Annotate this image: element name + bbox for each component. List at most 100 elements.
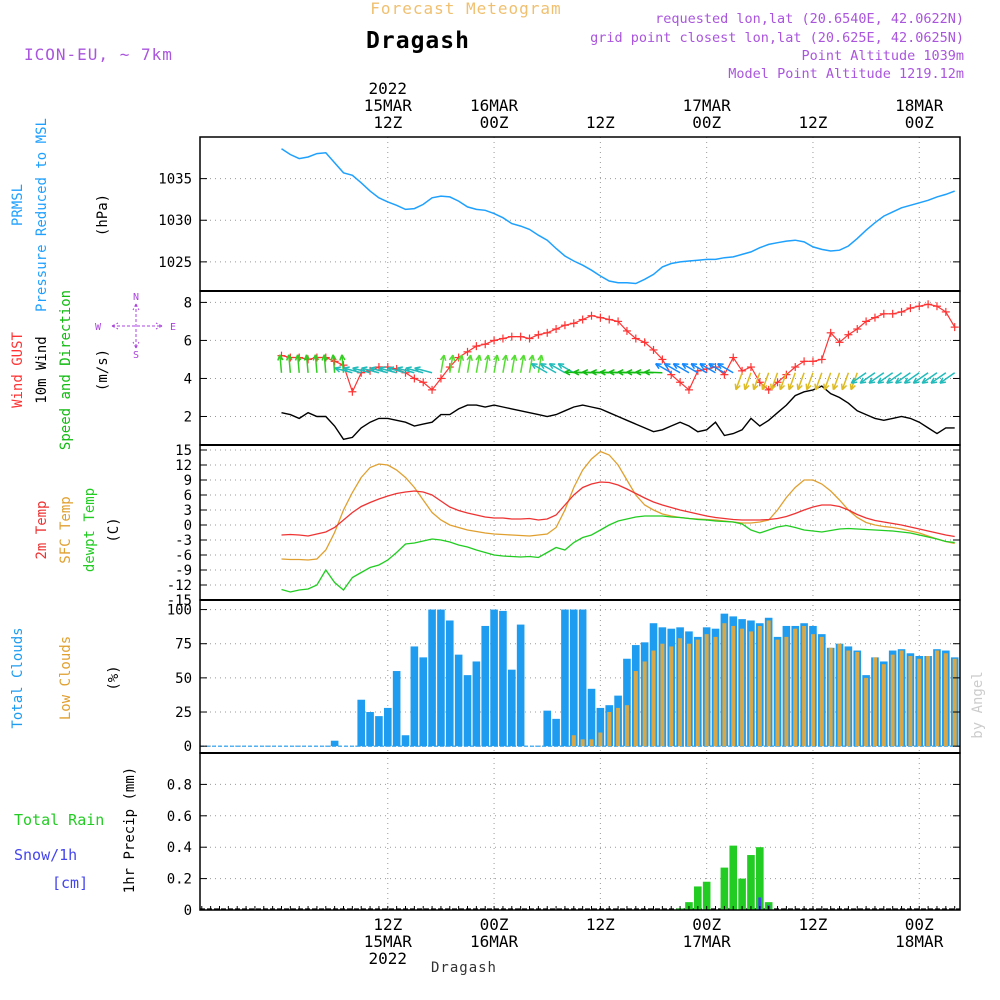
wind-direction-arrowhead [886, 377, 893, 384]
wind-direction-arrowhead [528, 354, 535, 362]
total-cloud-bar [366, 712, 374, 747]
wind-direction-arrow [449, 354, 454, 373]
wind-direction-arrowhead [312, 354, 320, 361]
wind-direction-arrow [655, 363, 672, 374]
wind-direction-arrow [850, 372, 867, 384]
pressure-line [281, 148, 955, 285]
total-cloud-bar [330, 740, 339, 747]
bottom-time-label: 18MAR [895, 932, 944, 951]
wind-direction-arrow [797, 372, 805, 390]
low-cloud-bar [837, 643, 842, 747]
top-time-label: 12Z [799, 113, 828, 132]
total-cloud-bar [472, 661, 481, 747]
top-time-label: 00Z [692, 113, 721, 132]
y-tick-label: 25 [175, 705, 192, 721]
y-tick-label: 0 [184, 739, 192, 755]
total-cloud-bar [578, 609, 587, 747]
pressure-unit: (hPa) [95, 194, 111, 236]
wind-direction-arrow [904, 372, 920, 384]
wind-direction-arrowhead [475, 354, 482, 362]
compass-n: N [133, 292, 139, 303]
precip-axis-label: 1hr Precip (mm) [122, 767, 138, 893]
low-cloud-bar [571, 735, 576, 747]
wind-direction-arrowhead [439, 354, 447, 362]
wind-direction-arrow [744, 372, 752, 390]
low-cloud-bar [926, 656, 931, 747]
rain-bar [702, 881, 711, 910]
top-time-label: 12Z [586, 113, 615, 132]
wind-direction-arrow [770, 372, 779, 390]
y-tick-label: 3 [184, 503, 192, 519]
wind-direction-arrow [930, 372, 947, 384]
total-cloud-bar [499, 610, 507, 747]
wind-direction-arrowhead [770, 383, 777, 391]
location-title: Dragash [366, 28, 470, 54]
wind-direction-arrow [939, 372, 956, 384]
wind-direction-arrow [752, 372, 761, 390]
wind-unit: (m/s) [95, 349, 111, 391]
y-tick-label: 0 [184, 903, 192, 919]
wind-direction-arrow [921, 372, 938, 384]
wind-direction-arrowhead [369, 366, 377, 373]
wind-direction-arrow [323, 354, 327, 373]
low-cloud-bar [757, 625, 762, 747]
total-cloud-bar [596, 707, 605, 747]
total-cloud-bar [543, 710, 552, 747]
wind-direction-arrowhead [539, 363, 547, 370]
wind-direction-arrow [877, 372, 894, 384]
low-cloud-bar [642, 661, 647, 747]
wind-direction-arrowhead [778, 383, 786, 391]
rain-bar [694, 886, 702, 910]
low-cloud-bar [669, 646, 674, 747]
wind-direction-arrowhead [868, 377, 876, 384]
wind-direction-arrowhead [564, 369, 571, 376]
bottom-time-label: 12Z [586, 915, 615, 934]
wind-direction-arrow [895, 372, 911, 384]
bottom-time-label: 15MAR [364, 932, 413, 951]
wind-direction-arrowhead [877, 377, 884, 384]
low-cloud-bar [598, 732, 603, 747]
low-cloud-bar [899, 650, 904, 747]
low-cloud-bar [775, 639, 780, 747]
bottom-time-label: 12Z [799, 915, 828, 934]
wind-direction-arrowhead [930, 377, 938, 384]
wind-direction-arrowhead [378, 366, 386, 373]
y-tick-label: -6 [175, 548, 192, 564]
wind-direction-arrowhead [396, 366, 404, 373]
y-tick-label: 0.4 [167, 840, 192, 856]
wind-direction-arrow [912, 372, 929, 384]
grid-point-coords: grid point closest lon,lat (20.625E, 42.… [590, 30, 964, 46]
wind-direction-arrow [305, 354, 309, 373]
wind-direction-arrowhead [717, 363, 724, 370]
bottom-time-label: 17MAR [683, 932, 732, 951]
wind-direction-arrowhead [334, 366, 342, 373]
wind-direction-arrow [548, 363, 566, 374]
bottom-time-label: 00Z [905, 915, 934, 934]
total-cloud-bar [481, 625, 490, 747]
low-cloud-bar [686, 643, 691, 747]
total-clouds-label: Total Clouds [10, 627, 26, 728]
wind-direction-arrowhead [484, 354, 491, 362]
low-cloud-bar [704, 634, 709, 747]
low-cloud-bar [855, 651, 860, 747]
clouds-panel [200, 609, 960, 747]
low-cloud-bar [864, 677, 869, 747]
low-cloud-bar [678, 638, 683, 747]
wind-direction-arrowhead [294, 354, 302, 361]
low-cloud-bar [881, 664, 886, 747]
y-tick-label: 50 [175, 671, 192, 687]
low-cloud-bar [819, 636, 824, 747]
total-cloud-bar [419, 657, 428, 747]
wind-direction-arrow [761, 372, 770, 390]
pressure-panel [281, 148, 955, 285]
wind-direction-arrow [841, 372, 850, 390]
y-tick-label: -15 [167, 593, 192, 609]
bottom-time-label: 00Z [692, 915, 721, 934]
wind-direction-arrowhead [303, 354, 311, 361]
low-cloud-bar [695, 639, 700, 747]
wind-direction-arrow [664, 363, 681, 374]
direction-label: Speed and Direction [58, 290, 74, 450]
wind-direction-arrow [414, 367, 433, 374]
